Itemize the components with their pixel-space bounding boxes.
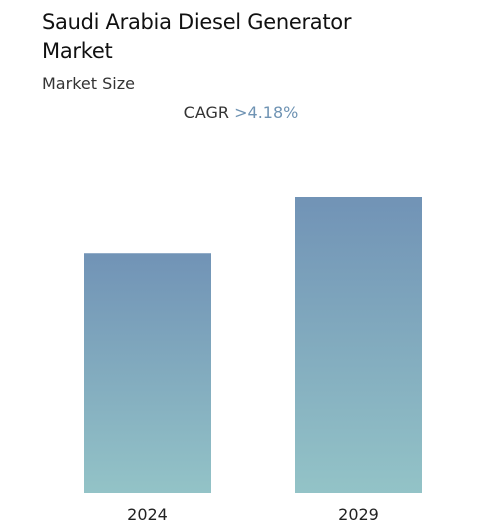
bar-2024 [84, 253, 211, 493]
x-tick-label-2029: 2029 [338, 505, 379, 524]
cagr-label: CAGR [183, 103, 230, 122]
cagr-line: CAGR >4.18% [0, 102, 482, 124]
x-ticks-group: 2024 2029 [127, 505, 379, 524]
bar-2029 [295, 197, 422, 493]
cagr-value: >4.18% [234, 103, 299, 122]
bars-group [84, 197, 422, 493]
x-tick-label-2024: 2024 [127, 505, 168, 524]
chart-subtitle: Market Size [42, 74, 135, 93]
chart-title: Saudi Arabia Diesel Generator Market [42, 10, 352, 63]
